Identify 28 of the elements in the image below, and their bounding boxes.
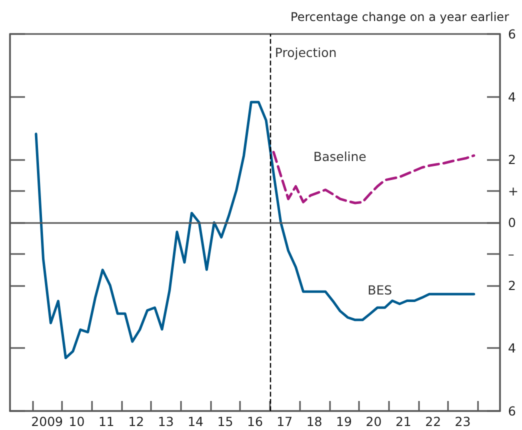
x-tick-label: 17 <box>276 414 293 429</box>
x-tick-label: 11 <box>98 414 114 429</box>
x-tick-label: 23 <box>454 414 471 429</box>
y-tick-label: 6 <box>508 404 516 418</box>
y-tick-label: + <box>508 184 518 199</box>
x-tick-label: 16 <box>247 414 263 429</box>
ref-line-label: Projection <box>274 45 337 60</box>
x-tick-label: 19 <box>336 414 352 429</box>
y-tick-label: 4 <box>508 89 516 104</box>
y-tick-label: 2 <box>508 152 516 168</box>
y-tick-label: – <box>508 246 514 262</box>
x-tick-label: 12 <box>128 414 144 429</box>
y-axis-title: Percentage change on a year earlier <box>290 10 510 24</box>
x-tick-label: 2009 <box>31 414 64 429</box>
x-tick-label: 22 <box>425 414 442 429</box>
x-tick-label: 18 <box>306 414 322 429</box>
series-label: BES <box>368 282 392 298</box>
y-tick-label: 4 <box>508 340 516 356</box>
x-tick-label: 14 <box>188 414 204 429</box>
series-label: Baseline <box>313 149 367 164</box>
x-tick-label: 15 <box>217 414 234 429</box>
x-tick-label: 21 <box>395 414 412 429</box>
x-tick-label: 20 <box>366 414 382 429</box>
x-tick-label: 10 <box>68 414 85 429</box>
y-tick-label: 6 <box>508 26 516 42</box>
y-tick-label: 2 <box>508 278 516 293</box>
x-tick-label: 13 <box>158 414 174 429</box>
y-tick-label: 0 <box>508 215 516 230</box>
